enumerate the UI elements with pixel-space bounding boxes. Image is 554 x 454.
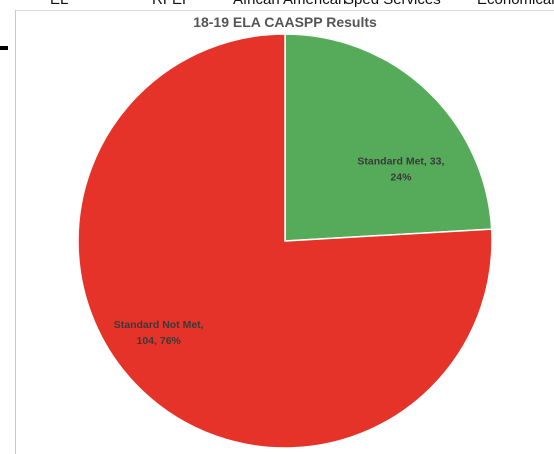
header-item-rfep: RFEP [152, 0, 192, 8]
header-item-sped-services: Sped Services [344, 0, 441, 8]
chart-frame-left [15, 10, 16, 454]
edge-mark [0, 46, 8, 50]
header-item-economically: Economically [477, 0, 554, 8]
slice-label-line: 104, 76% [137, 335, 182, 347]
pie-slice-standard-met [284, 33, 493, 242]
header-item-african-american: African American [233, 0, 346, 8]
chart-frame-top [15, 10, 554, 11]
slice-label-line: Standard Not Met, [114, 319, 204, 331]
pie-slices [77, 33, 493, 449]
pie-labels: Standard Met, 33, 24% Standard Not Met, 104… [114, 155, 445, 347]
slice-label-line: Standard Met, 33, [357, 155, 444, 167]
clipped-header-row: EL RFEP African American Sped Services E… [0, 0, 554, 10]
header-item-el: EL [50, 0, 68, 8]
pie-slice-standard-not-met [77, 33, 493, 449]
slice-label-standard-not-met: Standard Not Met, 104, 76% [114, 319, 204, 347]
slice-label-line: 24% [390, 171, 412, 183]
slice-label-standard-met: Standard Met, 33, 24% [357, 155, 444, 183]
chart-title: 18-19 ELA CAASPP Results [193, 14, 377, 30]
